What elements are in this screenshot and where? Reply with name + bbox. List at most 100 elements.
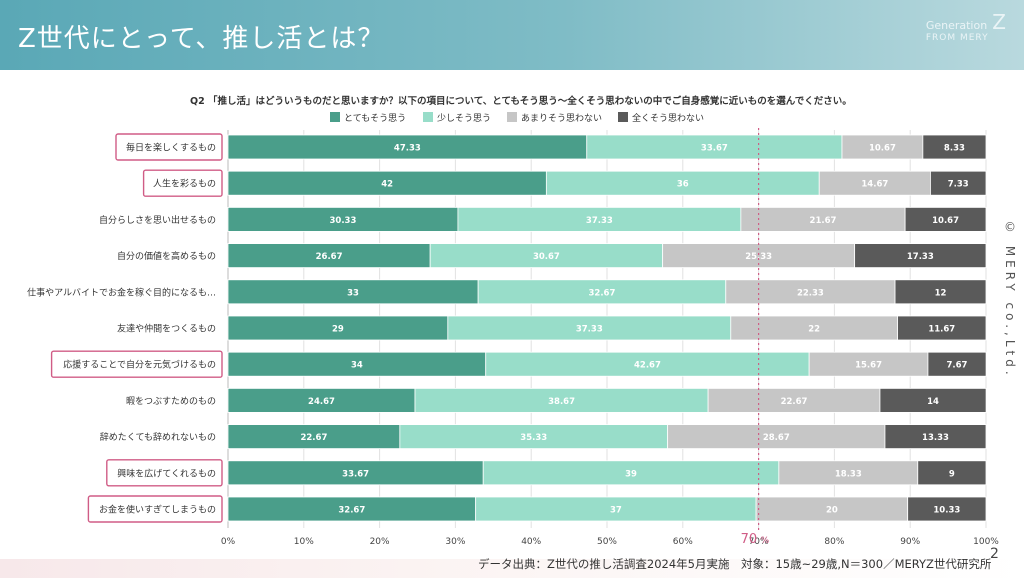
data-label: 32.67 bbox=[589, 288, 616, 298]
bar-segment bbox=[227, 170, 547, 196]
data-label: 10.33 bbox=[933, 506, 960, 516]
bar-segment bbox=[545, 170, 820, 196]
legend-swatch bbox=[330, 112, 340, 122]
category-label: 応援することで自分を元気づけるもの bbox=[63, 359, 216, 371]
x-tick-label: 30% bbox=[445, 537, 465, 547]
data-label: 39 bbox=[625, 469, 637, 479]
data-label: 47.33 bbox=[394, 144, 421, 154]
category-label: 友達や仲間をつくるもの bbox=[117, 323, 216, 335]
data-label: 14.67 bbox=[861, 180, 888, 190]
x-tick-label: 0% bbox=[221, 537, 236, 547]
data-label: 7.33 bbox=[948, 180, 969, 190]
data-label: 22.67 bbox=[300, 433, 327, 443]
x-tick-label: 60% bbox=[673, 537, 693, 547]
data-label: 42 bbox=[381, 180, 393, 190]
bar-segment bbox=[667, 424, 886, 450]
data-label: 17.33 bbox=[907, 252, 934, 262]
brand-from: FROM MERY bbox=[925, 33, 989, 43]
bar-segment bbox=[778, 460, 919, 486]
bar-segment bbox=[897, 315, 987, 341]
bar-segment bbox=[414, 387, 709, 413]
bar-segment bbox=[399, 424, 669, 450]
legend-label: とてもそう思う bbox=[344, 113, 406, 124]
data-source: データ出典：Z世代の推し活調査2024年5月実施 対象：15歳~29歳,N＝30… bbox=[478, 557, 992, 571]
data-label: 37.33 bbox=[586, 216, 613, 226]
bar-segment bbox=[227, 351, 487, 377]
bar-segment bbox=[227, 424, 401, 450]
x-tick-label: 50% bbox=[597, 537, 617, 547]
category-label: お金を使いすぎてしまうもの bbox=[99, 504, 216, 516]
bar-segment bbox=[227, 460, 484, 486]
bar-segment bbox=[227, 315, 449, 341]
legend-swatch bbox=[618, 112, 628, 122]
category-label: 暇をつぶすためのもの bbox=[126, 396, 216, 407]
highlight-box bbox=[142, 169, 223, 197]
bar-segment bbox=[725, 279, 896, 305]
legend-label: あまりそう思わない bbox=[521, 113, 602, 124]
data-label: 30.67 bbox=[533, 252, 560, 262]
highlight-box bbox=[106, 459, 223, 487]
category-label: 毎日を楽しくするもの bbox=[126, 142, 216, 154]
data-label: 42.67 bbox=[634, 361, 661, 371]
bar-segment bbox=[477, 279, 727, 305]
bar-segment bbox=[475, 496, 757, 522]
bar-segment bbox=[227, 206, 459, 232]
x-tick-label: 80% bbox=[824, 537, 844, 547]
bar-segment bbox=[854, 243, 987, 269]
category-label: 仕事やアルバイトでお金を稼ぐ目的になるも… bbox=[27, 286, 216, 298]
data-label: 15.67 bbox=[855, 361, 882, 371]
data-label: 14 bbox=[927, 397, 939, 407]
category-label: 人生を彩るもの bbox=[153, 178, 216, 190]
category-label: 興味を広げてくれるもの bbox=[117, 467, 216, 479]
data-label: 9 bbox=[949, 469, 955, 479]
bar-segment bbox=[740, 206, 906, 232]
category-label: 辞めたくても辞めれないもの bbox=[100, 431, 216, 443]
bar-segment bbox=[884, 424, 987, 450]
data-label: 32.67 bbox=[338, 506, 365, 516]
data-label: 33 bbox=[347, 288, 359, 298]
data-label: 22.33 bbox=[797, 288, 824, 298]
data-label: 22.67 bbox=[781, 397, 808, 407]
bar-segment bbox=[586, 134, 843, 160]
data-label: 11.67 bbox=[928, 325, 955, 335]
bar-segment bbox=[927, 351, 987, 377]
reference-label: 70 bbox=[741, 532, 758, 547]
header-banner: Z世代にとって、推し活とは？ Generation Z FROM MERY bbox=[0, 0, 1024, 70]
highlight-box bbox=[115, 133, 223, 161]
data-label: 21.67 bbox=[810, 216, 837, 226]
data-label: 36 bbox=[677, 180, 689, 190]
footer-band bbox=[0, 559, 1024, 578]
data-label: 30.33 bbox=[330, 216, 357, 226]
bar-segment bbox=[457, 206, 742, 232]
page-number: 2 bbox=[990, 546, 999, 562]
bar-segment bbox=[447, 315, 732, 341]
bar-segment bbox=[227, 134, 588, 160]
copyright-text: © MERY co.,Ltd. bbox=[1003, 220, 1017, 379]
x-tick-label: 20% bbox=[370, 537, 390, 547]
brand-logo: Generation Z FROM MERY bbox=[926, 12, 1006, 43]
data-label: 22 bbox=[808, 325, 820, 335]
bar-segment bbox=[930, 170, 987, 196]
data-label: 8.33 bbox=[944, 144, 965, 154]
bar-segment bbox=[879, 387, 987, 413]
highlight-box bbox=[87, 495, 223, 523]
data-label: 34 bbox=[351, 361, 363, 371]
data-label: 10.67 bbox=[932, 216, 959, 226]
bar-segment bbox=[227, 496, 477, 522]
data-label: 18.33 bbox=[835, 469, 862, 479]
category-label: 自分らしさを思い出せるもの bbox=[99, 214, 216, 226]
data-label: 29 bbox=[332, 325, 344, 335]
legend-swatch bbox=[423, 112, 433, 122]
legend-label: 少しそう思う bbox=[437, 113, 491, 124]
bar-segment bbox=[907, 496, 987, 522]
x-tick-label: 40% bbox=[521, 537, 541, 547]
data-label: 26.67 bbox=[316, 252, 343, 262]
bar-segment bbox=[922, 134, 987, 160]
bar-segment bbox=[227, 279, 479, 305]
data-label: 33.67 bbox=[701, 144, 728, 154]
x-tick-label: 90% bbox=[900, 537, 920, 547]
bar-segment bbox=[227, 243, 431, 269]
bar-segment bbox=[429, 243, 664, 269]
x-tick-label: 100% bbox=[973, 537, 999, 547]
